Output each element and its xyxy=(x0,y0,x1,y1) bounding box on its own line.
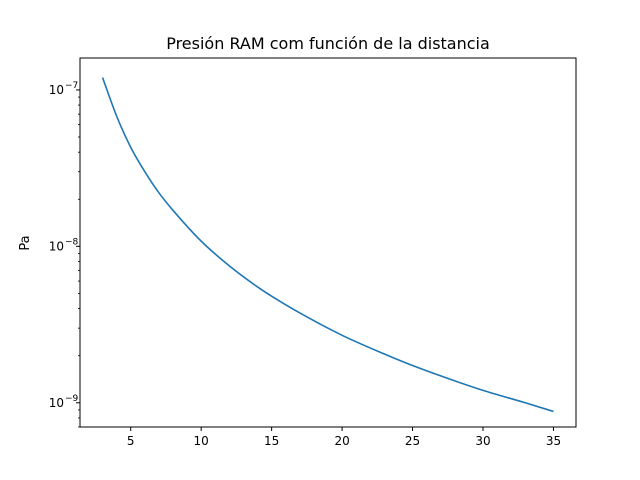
y-axis-label: Pa xyxy=(18,235,33,250)
y-tick-exponent: −7 xyxy=(65,81,78,91)
plot-frame xyxy=(79,57,577,428)
x-tick-label: 20 xyxy=(334,434,349,448)
series-line xyxy=(101,77,554,413)
x-tick-label: 30 xyxy=(475,434,490,448)
x-tick-label: 15 xyxy=(264,434,279,448)
y-tick-label: 10 xyxy=(49,396,64,410)
x-tick-label: 10 xyxy=(194,434,209,448)
y-axis: 10−910−810−7 xyxy=(49,81,80,428)
x-tick-label: 5 xyxy=(127,434,135,448)
x-axis: 5 10 15 20 25 30 35 xyxy=(127,427,561,448)
y-tick-exponent: −9 xyxy=(65,394,79,404)
chart-title: Presión RAM com función de la distancia xyxy=(166,34,490,53)
series-layer xyxy=(101,77,554,413)
y-tick-exponent: −8 xyxy=(65,237,79,247)
x-tick-label: 25 xyxy=(405,434,420,448)
y-tick-label: 10 xyxy=(49,83,64,97)
y-tick-label: 10 xyxy=(49,239,64,253)
x-tick-label: 35 xyxy=(546,434,561,448)
